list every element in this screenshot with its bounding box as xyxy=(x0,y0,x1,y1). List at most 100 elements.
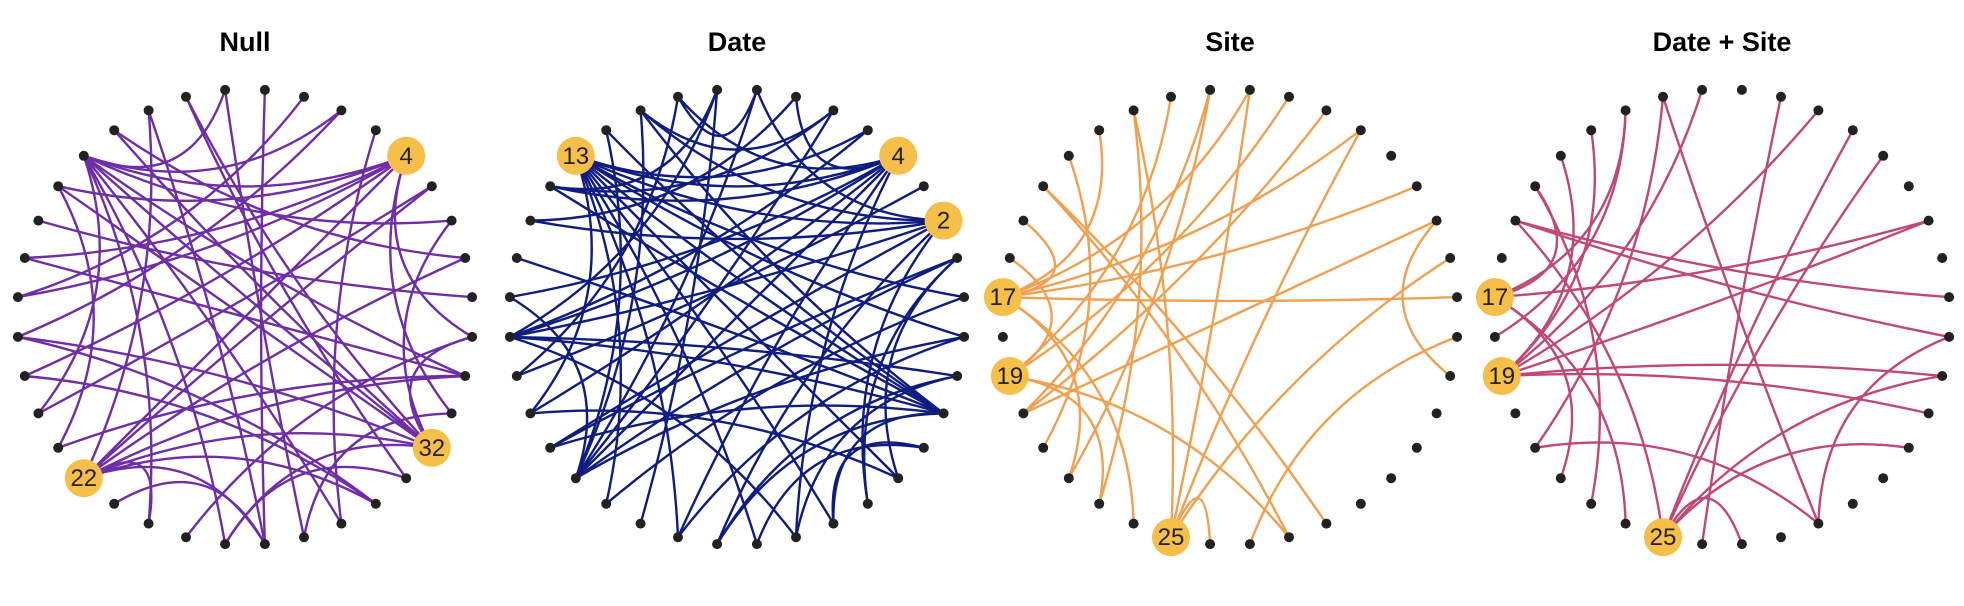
edge-null-13-34 xyxy=(83,154,466,378)
edge-site-17-15 xyxy=(1002,219,1057,299)
node-date-site-29 xyxy=(1813,518,1824,529)
edge-date-18-5 xyxy=(509,129,869,339)
node-date-0 xyxy=(959,292,970,303)
edge-date-site-17-24 xyxy=(1494,296,1627,524)
node-date-site-28 xyxy=(1776,532,1786,543)
node-null-3 xyxy=(426,181,437,192)
hub-node-date-2 xyxy=(924,201,963,240)
edge-site-17-3 xyxy=(1002,185,1418,299)
edge-null-18-30 xyxy=(17,335,377,505)
node-date-12 xyxy=(601,125,612,136)
edge-null-13-20 xyxy=(37,155,101,415)
edge-date-22-11 xyxy=(574,110,645,479)
node-site-29 xyxy=(1321,518,1332,529)
node-date-site-27 xyxy=(1736,539,1747,550)
edge-site-20-6 xyxy=(1022,109,1328,415)
panel-date-site: Date + Site 17 19 25 xyxy=(1475,27,1955,557)
edge-site-27-35 xyxy=(1248,335,1458,545)
node-site-7 xyxy=(1284,91,1294,102)
edge-date-site-25-34 xyxy=(1662,374,1943,538)
node-site-10 xyxy=(1166,91,1176,102)
nodes-date xyxy=(504,84,970,550)
node-date-6 xyxy=(828,105,839,116)
node-site-4 xyxy=(1386,150,1397,161)
node-date-26 xyxy=(712,539,723,550)
node-date-29 xyxy=(828,518,839,529)
node-site-21 xyxy=(1038,442,1049,453)
panel-title-date-site: Date + Site xyxy=(1653,27,1792,57)
edge-null-11-27 xyxy=(147,110,267,545)
node-null-0 xyxy=(467,292,478,303)
hub-node-date-13 xyxy=(556,136,595,175)
edge-null-10-31 xyxy=(184,96,408,479)
edge-site-19-28 xyxy=(1009,374,1290,538)
edge-site-25-1 xyxy=(1169,256,1451,538)
edge-date-site-15-0 xyxy=(1515,219,1950,299)
edge-date-13-4 xyxy=(575,154,899,188)
edge-date-33-21 xyxy=(549,404,944,449)
node-date-site-7 xyxy=(1776,91,1786,102)
node-date-8 xyxy=(751,84,762,95)
node-site-5 xyxy=(1355,125,1366,136)
node-site-13 xyxy=(1063,150,1074,161)
panel-date: Date 13 4 2 xyxy=(504,27,970,550)
node-site-15 xyxy=(1018,215,1029,226)
node-null-7 xyxy=(299,91,309,102)
hub-label-site-25: 25 xyxy=(1158,524,1185,551)
node-null-13 xyxy=(78,150,89,161)
edge-site-19-7 xyxy=(1009,96,1291,378)
node-date-site-1 xyxy=(1937,253,1948,263)
edge-null-23-27 xyxy=(113,480,266,545)
node-site-32 xyxy=(1411,442,1422,453)
edge-date-28-34 xyxy=(794,374,958,538)
edge-null-22-3 xyxy=(82,185,433,480)
node-date-site-34 xyxy=(1937,371,1948,381)
node-date-33 xyxy=(938,408,949,419)
edge-date-23-0 xyxy=(605,295,965,505)
hubs-site: 17 19 25 xyxy=(983,278,1190,557)
edge-date-2-8 xyxy=(755,89,944,222)
node-null-5 xyxy=(370,125,381,136)
node-date-site-20 xyxy=(1510,408,1521,419)
node-null-35 xyxy=(467,331,478,342)
hub-label-site-19: 19 xyxy=(996,363,1023,390)
nodes-site xyxy=(997,84,1463,550)
node-date-site-9 xyxy=(1697,84,1708,95)
node-date-31 xyxy=(893,473,904,484)
panel-title-date: Date xyxy=(708,27,767,57)
node-date-10 xyxy=(673,91,683,102)
node-date-site-15 xyxy=(1510,215,1521,226)
node-site-23 xyxy=(1094,498,1105,509)
edge-date-22-17 xyxy=(509,296,589,479)
hub-label-date-13: 13 xyxy=(562,143,589,170)
edge-date-7-15 xyxy=(530,96,797,222)
edge-site-21-13 xyxy=(1042,155,1092,449)
edge-date-33-14 xyxy=(549,185,945,415)
node-date-1 xyxy=(952,253,963,263)
node-null-26 xyxy=(220,539,231,550)
edge-date-site-19-6 xyxy=(1501,109,1820,378)
node-date-35 xyxy=(959,331,970,342)
node-site-9 xyxy=(1205,84,1216,95)
node-date-9 xyxy=(712,84,723,95)
edge-date-11-6 xyxy=(639,109,835,151)
edge-null-25-35 xyxy=(185,335,473,538)
edge-date-22-1 xyxy=(575,256,958,480)
edge-null-16-34 xyxy=(24,256,466,378)
edge-date-4-18 xyxy=(509,154,899,339)
edge-date-19-10 xyxy=(516,96,680,377)
node-null-16 xyxy=(19,253,30,263)
nodes-null xyxy=(12,84,478,550)
edge-date-site-19-2 xyxy=(1501,219,1930,378)
node-date-site-12 xyxy=(1586,125,1597,136)
edge-site-23-11 xyxy=(1098,110,1143,505)
node-null-21 xyxy=(53,442,64,453)
node-date-site-32 xyxy=(1903,442,1914,453)
node-null-31 xyxy=(401,473,412,484)
node-date-site-11 xyxy=(1620,105,1631,116)
hub-node-site-19 xyxy=(990,357,1029,395)
edge-site-17-5 xyxy=(1002,129,1362,299)
node-null-34 xyxy=(460,371,471,381)
node-null-30 xyxy=(370,498,381,509)
edge-date-site-17-14 xyxy=(1494,185,1559,299)
